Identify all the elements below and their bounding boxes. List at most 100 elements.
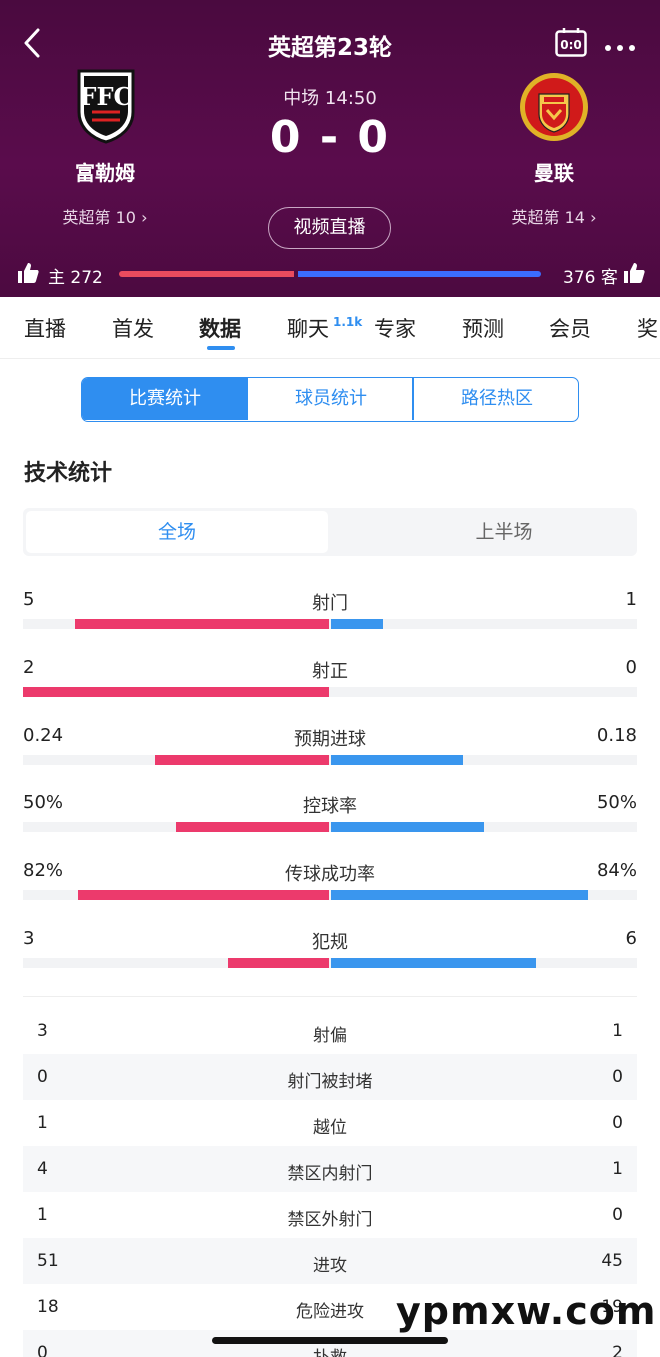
bar-stat-away-bar [331, 619, 383, 629]
tab-live[interactable]: 直播 [24, 317, 66, 341]
home-team-logo[interactable]: FFC [76, 68, 136, 144]
thumbs-up-icon[interactable] [16, 261, 40, 285]
bar-stat-away-value: 84% [596, 860, 637, 881]
table-stat-home-value: 4 [37, 1159, 48, 1179]
tab-prediction[interactable]: 预测 [462, 317, 504, 341]
table-stat-home-value: 1 [37, 1113, 48, 1133]
tab-expert[interactable]: 专家 [374, 317, 416, 341]
section-title: 技术统计 [24, 461, 113, 486]
thumbs-up-icon[interactable] [622, 261, 646, 285]
table-stat-home-value: 18 [37, 1297, 59, 1317]
table-stat-away-value: 45 [601, 1251, 623, 1271]
table-stat-row: 4 禁区内射门 1 [23, 1146, 637, 1192]
table-stat-away-value: 19 [601, 1297, 623, 1317]
bar-stat-track [23, 755, 637, 765]
bar-stat-home-bar [78, 890, 329, 900]
table-stat-label: 扑救 [23, 1343, 637, 1357]
bar-stat-home-value: 0.24 [23, 725, 64, 746]
table-stat-row: 3 射偏 1 [23, 1008, 637, 1054]
bar-stat-row: 3 犯规 6 [23, 928, 637, 978]
table-stat-away-value: 0 [612, 1113, 623, 1133]
away-rank-text: 英超第 14 [511, 208, 585, 227]
home-rank-text: 英超第 10 [62, 208, 136, 227]
table-stat-label: 射偏 [313, 1026, 347, 1046]
table-stat-label: 禁区外射门 [287, 1210, 373, 1230]
vote-bar-away [298, 271, 541, 277]
table-stat-row: 1 禁区外射门 0 [23, 1192, 637, 1238]
table-stat-away-value: 2 [612, 1343, 623, 1357]
back-icon[interactable] [18, 26, 48, 60]
table-stat-row: 18 危险进攻 19 [23, 1284, 637, 1330]
period-full-match[interactable]: 全场 [26, 511, 328, 553]
bar-stat-label: 预期进球 [294, 729, 366, 750]
match-header: 英超第23轮 0:0 FFC 中场 14:5 [0, 0, 660, 297]
home-team-name[interactable]: 富勒姆 [75, 161, 135, 185]
bar-stat-home-value: 5 [23, 589, 35, 610]
home-vote-count: 主 272 [48, 268, 103, 288]
bar-stat-track [23, 687, 637, 697]
bar-stat-away-value: 50% [596, 792, 637, 813]
bar-stat-away-bar [331, 822, 484, 832]
scoreboard-icon[interactable]: 0:0 [555, 27, 587, 57]
bar-stat-away-value: 1 [625, 589, 637, 610]
bar-stat-home-value: 2 [23, 657, 35, 678]
segment-heatmap[interactable]: 路径热区 [461, 388, 533, 409]
match-status: 中场 14:50 [283, 88, 377, 109]
segment-match-stats[interactable]: 比赛统计 [82, 378, 248, 420]
segment-divider [246, 378, 248, 420]
vote-bar [119, 271, 541, 277]
tab-prize[interactable]: 奖 [637, 317, 658, 341]
table-stat-away-value: 0 [612, 1205, 623, 1225]
divider [23, 996, 637, 997]
table-stat-away-value: 1 [612, 1021, 623, 1041]
segment-player-stats[interactable]: 球员统计 [295, 388, 367, 409]
vote-bar-home [119, 271, 294, 277]
away-team-logo[interactable] [517, 70, 591, 144]
bar-stat-row: 82% 传球成功率 84% [23, 860, 637, 910]
video-live-button[interactable]: 视频直播 [268, 207, 391, 249]
bar-stat-home-bar [155, 755, 329, 765]
tab-member[interactable]: 会员 [549, 317, 591, 341]
home-indicator [212, 1337, 448, 1344]
bar-stat-away-bar [331, 958, 536, 968]
table-stat-home-value: 0 [37, 1067, 48, 1087]
table-stat-row: 1 越位 0 [23, 1100, 637, 1146]
vote-row: 主 272 376 客 [0, 259, 660, 289]
chat-badge: 1.1k [333, 315, 363, 329]
bar-stat-track [23, 890, 637, 900]
chevron-right-icon: › [141, 208, 148, 227]
away-vote-count: 376 客 [563, 268, 618, 288]
bar-stat-row: 0.24 预期进球 0.18 [23, 725, 637, 775]
bar-stat-home-bar [176, 822, 329, 832]
bar-stat-home-bar [228, 958, 329, 968]
table-stat-away-value: 1 [612, 1159, 623, 1179]
bar-stat-away-value: 0 [625, 657, 637, 678]
bar-stat-label: 控球率 [303, 796, 357, 817]
watermark: ypmxw.com [396, 1289, 657, 1333]
bar-stat-row: 50% 控球率 50% [23, 792, 637, 842]
period-first-half[interactable]: 上半场 [475, 521, 533, 543]
tab-chat[interactable]: 聊天 [287, 317, 329, 341]
bar-stat-home-value: 82% [23, 860, 64, 881]
bar-stat-label: 射正 [312, 661, 348, 682]
period-tabs: 全场 上半场 [23, 508, 637, 556]
bar-stat-home-value: 3 [23, 928, 35, 949]
bar-stat-track [23, 619, 637, 629]
table-stat-label: 射门被封堵 [287, 1072, 373, 1092]
tab-lineup[interactable]: 首发 [112, 317, 154, 341]
more-icon[interactable] [604, 38, 636, 51]
tab-data[interactable]: 数据 [199, 317, 241, 341]
away-team-name[interactable]: 曼联 [534, 161, 574, 185]
table-stat-row: 0 射门被封堵 0 [23, 1054, 637, 1100]
bar-stat-home-value: 50% [23, 792, 64, 813]
main-tabs: 直播 首发 数据 聊天 1.1k 专家 预测 会员 奖 [0, 297, 660, 359]
bar-stat-track [23, 958, 637, 968]
table-stat-away-value: 0 [612, 1067, 623, 1087]
table-stat-label: 禁区内射门 [287, 1164, 373, 1184]
table-stat-label: 进攻 [313, 1256, 347, 1276]
away-team-rank[interactable]: 英超第 14 › [454, 204, 654, 228]
table-stat-home-value: 3 [37, 1021, 48, 1041]
home-team-rank[interactable]: 英超第 10 › [5, 204, 205, 228]
bar-stat-label: 射门 [312, 593, 348, 614]
active-tab-indicator [207, 346, 235, 350]
